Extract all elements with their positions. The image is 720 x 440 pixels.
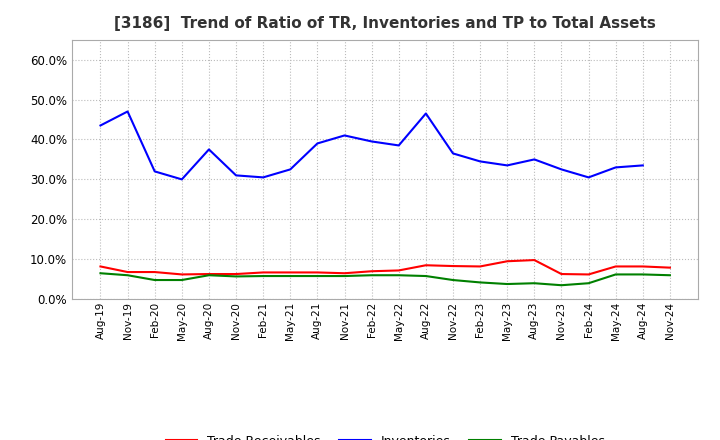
Trade Payables xyxy=(530,281,539,286)
Trade Payables xyxy=(150,277,159,282)
Trade Payables xyxy=(123,273,132,278)
Trade Receivables xyxy=(557,271,566,277)
Inventories xyxy=(204,147,213,152)
Inventories xyxy=(611,165,620,170)
Inventories xyxy=(232,173,240,178)
Trade Receivables xyxy=(204,271,213,277)
Inventories xyxy=(395,143,403,148)
Trade Payables xyxy=(584,281,593,286)
Line: Trade Receivables: Trade Receivables xyxy=(101,260,670,275)
Inventories xyxy=(96,123,105,128)
Inventories xyxy=(150,169,159,174)
Inventories xyxy=(557,167,566,172)
Trade Payables xyxy=(259,273,268,279)
Trade Payables xyxy=(178,277,186,282)
Inventories xyxy=(178,177,186,182)
Inventories xyxy=(259,175,268,180)
Trade Receivables xyxy=(341,271,349,276)
Trade Receivables xyxy=(476,264,485,269)
Inventories xyxy=(530,157,539,162)
Trade Payables xyxy=(449,277,457,282)
Trade Receivables xyxy=(367,268,376,274)
Line: Inventories: Inventories xyxy=(101,111,643,180)
Inventories xyxy=(123,109,132,114)
Trade Payables xyxy=(611,272,620,277)
Trade Receivables xyxy=(530,257,539,263)
Trade Payables xyxy=(204,273,213,278)
Trade Payables xyxy=(232,274,240,279)
Trade Receivables xyxy=(96,264,105,269)
Inventories xyxy=(286,167,294,172)
Inventories xyxy=(367,139,376,144)
Trade Receivables xyxy=(611,264,620,269)
Inventories xyxy=(503,163,511,168)
Trade Payables xyxy=(476,280,485,285)
Trade Receivables xyxy=(584,272,593,277)
Inventories xyxy=(313,141,322,146)
Trade Receivables xyxy=(150,269,159,275)
Trade Payables xyxy=(503,282,511,287)
Trade Payables xyxy=(395,273,403,278)
Trade Receivables xyxy=(503,259,511,264)
Line: Trade Payables: Trade Payables xyxy=(101,273,670,285)
Trade Payables xyxy=(96,271,105,276)
Trade Receivables xyxy=(232,271,240,277)
Trade Payables xyxy=(639,272,647,277)
Trade Receivables xyxy=(178,272,186,277)
Trade Payables xyxy=(665,273,674,278)
Trade Payables xyxy=(341,273,349,279)
Inventories xyxy=(421,111,430,116)
Inventories xyxy=(584,175,593,180)
Trade Receivables xyxy=(395,268,403,273)
Inventories xyxy=(341,133,349,138)
Trade Receivables xyxy=(421,263,430,268)
Inventories xyxy=(476,159,485,164)
Trade Receivables xyxy=(313,270,322,275)
Trade Receivables xyxy=(639,264,647,269)
Trade Receivables xyxy=(449,264,457,269)
Inventories xyxy=(639,163,647,168)
Trade Payables xyxy=(367,273,376,278)
Legend: Trade Receivables, Inventories, Trade Payables: Trade Receivables, Inventories, Trade Pa… xyxy=(161,430,610,440)
Trade Receivables xyxy=(286,270,294,275)
Trade Payables xyxy=(286,273,294,279)
Trade Payables xyxy=(557,282,566,288)
Trade Payables xyxy=(421,273,430,279)
Trade Receivables xyxy=(259,270,268,275)
Trade Receivables xyxy=(123,269,132,275)
Title: [3186]  Trend of Ratio of TR, Inventories and TP to Total Assets: [3186] Trend of Ratio of TR, Inventories… xyxy=(114,16,656,32)
Trade Receivables xyxy=(665,265,674,270)
Trade Payables xyxy=(313,273,322,279)
Inventories xyxy=(449,151,457,156)
